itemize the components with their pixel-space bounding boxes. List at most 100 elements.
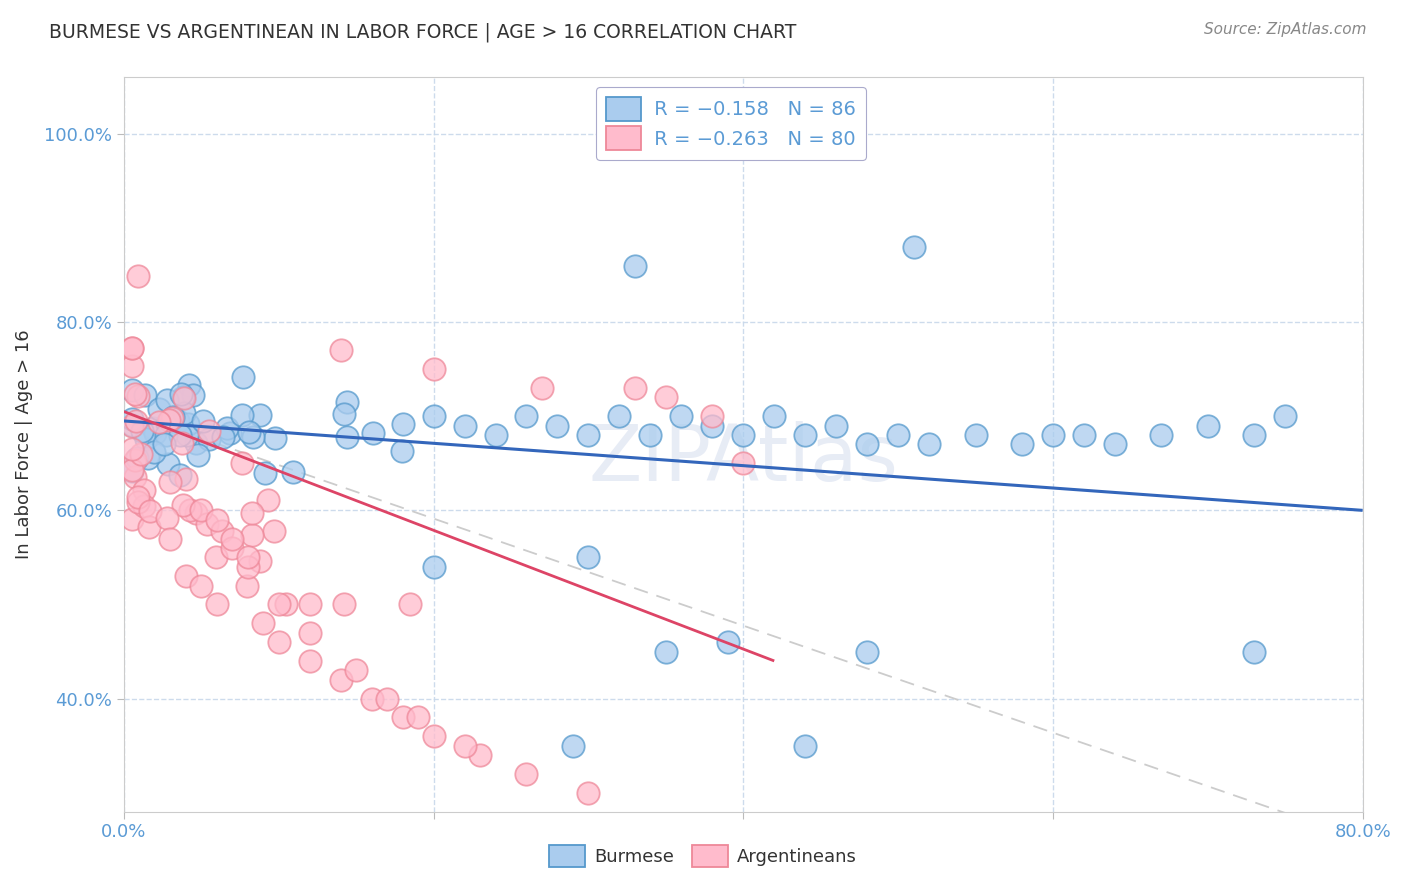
Point (298, 598, 321, 612)
Point (205, 598, 228, 612)
Point (717, 635, 740, 649)
Text: BURMESE VS ARGENTINEAN IN LABOR FORCE | AGE > 16 CORRELATION CHART: BURMESE VS ARGENTINEAN IN LABOR FORCE | … (49, 22, 797, 42)
Point (136, 451, 159, 466)
Point (422, 362, 444, 376)
Point (1104, 437, 1126, 451)
Point (172, 390, 194, 404)
Point (218, 426, 240, 441)
Point (240, 528, 263, 542)
Point (121, 419, 143, 434)
Point (903, 240, 925, 254)
Point (422, 559, 444, 574)
Point (205, 549, 228, 564)
Point (190, 579, 212, 593)
Point (162, 410, 184, 425)
Point (157, 413, 180, 427)
Point (148, 415, 170, 429)
Point (298, 625, 321, 640)
Point (609, 409, 631, 424)
Point (578, 428, 600, 442)
Point (624, 381, 647, 395)
Point (578, 786, 600, 800)
Point (422, 409, 444, 424)
Point (121, 463, 143, 477)
Point (153, 437, 176, 451)
Point (252, 616, 274, 631)
Point (336, 430, 359, 444)
Point (170, 387, 193, 401)
Point (142, 445, 165, 459)
Point (236, 559, 259, 574)
Point (186, 506, 208, 520)
Point (546, 418, 568, 433)
Point (1243, 428, 1265, 442)
Point (1150, 428, 1173, 442)
Point (148, 402, 170, 417)
Point (236, 550, 259, 565)
Point (127, 490, 149, 504)
Point (138, 504, 160, 518)
Point (177, 378, 200, 392)
Point (127, 451, 149, 466)
Point (134, 388, 156, 402)
Point (702, 409, 724, 424)
Point (453, 418, 475, 433)
Point (125, 414, 148, 428)
Point (127, 268, 149, 283)
Point (624, 259, 647, 273)
Point (198, 433, 221, 447)
Point (157, 457, 180, 471)
Point (124, 452, 146, 467)
Point (159, 475, 181, 489)
Point (174, 472, 197, 486)
Point (453, 739, 475, 753)
Point (231, 456, 253, 470)
Legend: Burmese, Argentineans: Burmese, Argentineans (541, 838, 865, 874)
Point (179, 503, 201, 517)
Point (156, 392, 179, 407)
Point (187, 448, 209, 462)
Point (121, 411, 143, 425)
Point (856, 437, 879, 451)
Point (655, 391, 678, 405)
Point (391, 710, 413, 724)
Point (191, 414, 214, 428)
Point (172, 499, 194, 513)
Point (155, 428, 177, 442)
Point (856, 644, 879, 658)
Point (142, 421, 165, 435)
Y-axis label: In Labor Force | Age > 16: In Labor Force | Age > 16 (15, 330, 32, 559)
Point (236, 579, 259, 593)
Point (121, 442, 143, 456)
Point (238, 425, 260, 439)
Point (169, 428, 191, 442)
Point (127, 389, 149, 403)
Point (640, 428, 662, 442)
Point (702, 418, 724, 433)
Point (578, 550, 600, 565)
Point (965, 428, 987, 442)
Point (121, 511, 143, 525)
Point (267, 598, 290, 612)
Point (274, 598, 297, 612)
Point (264, 431, 287, 445)
Point (281, 465, 304, 479)
Point (253, 466, 276, 480)
Point (794, 739, 817, 753)
Point (190, 503, 212, 517)
Point (1042, 428, 1064, 442)
Point (562, 739, 585, 753)
Point (249, 554, 271, 568)
Point (422, 729, 444, 743)
Point (121, 464, 143, 478)
Point (195, 517, 218, 532)
Point (406, 710, 429, 724)
Point (121, 359, 143, 373)
Point (763, 409, 786, 424)
Point (221, 541, 243, 555)
Point (391, 444, 413, 458)
Point (267, 635, 290, 649)
Point (124, 470, 146, 484)
Text: Source: ZipAtlas.com: Source: ZipAtlas.com (1204, 22, 1367, 37)
Point (173, 392, 195, 406)
